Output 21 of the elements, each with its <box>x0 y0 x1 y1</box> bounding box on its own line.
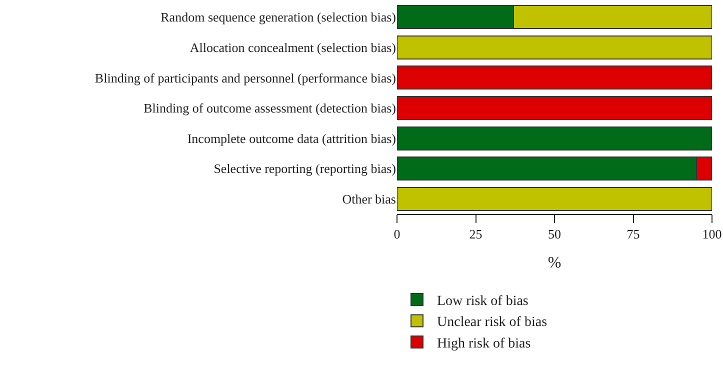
y-tick-label: Other bias <box>342 191 396 206</box>
y-tick-label: Selective reporting (reporting bias) <box>214 161 396 176</box>
bar <box>397 35 712 60</box>
legend-label: Unclear risk of bias <box>437 315 548 330</box>
x-tick-label: 25 <box>469 226 482 242</box>
y-tick-label: Allocation concealment (selection bias) <box>190 40 396 55</box>
bar <box>397 66 712 90</box>
x-tick-label: 0 <box>394 226 400 242</box>
bar <box>397 186 712 211</box>
x-tick-label: 75 <box>626 226 640 242</box>
legend-label: Low risk of bias <box>437 294 528 310</box>
bar <box>397 126 712 150</box>
bar <box>397 96 712 120</box>
x-axis-title: % <box>548 254 562 272</box>
x-tick-label: 50 <box>548 226 561 242</box>
y-tick-label: Blinding of participants and personnel (performance bias) <box>94 70 396 86</box>
legend-label: High risk of bias <box>437 336 531 352</box>
y-tick-label: Blinding of outcome assessment (detection bias) <box>144 100 396 116</box>
x-tick-label: 100 <box>702 226 722 242</box>
y-tick-label: Incomplete outcome data (attrition bias) <box>187 130 396 146</box>
y-tick-label: Random sequence generation (selection bias) <box>160 10 396 25</box>
